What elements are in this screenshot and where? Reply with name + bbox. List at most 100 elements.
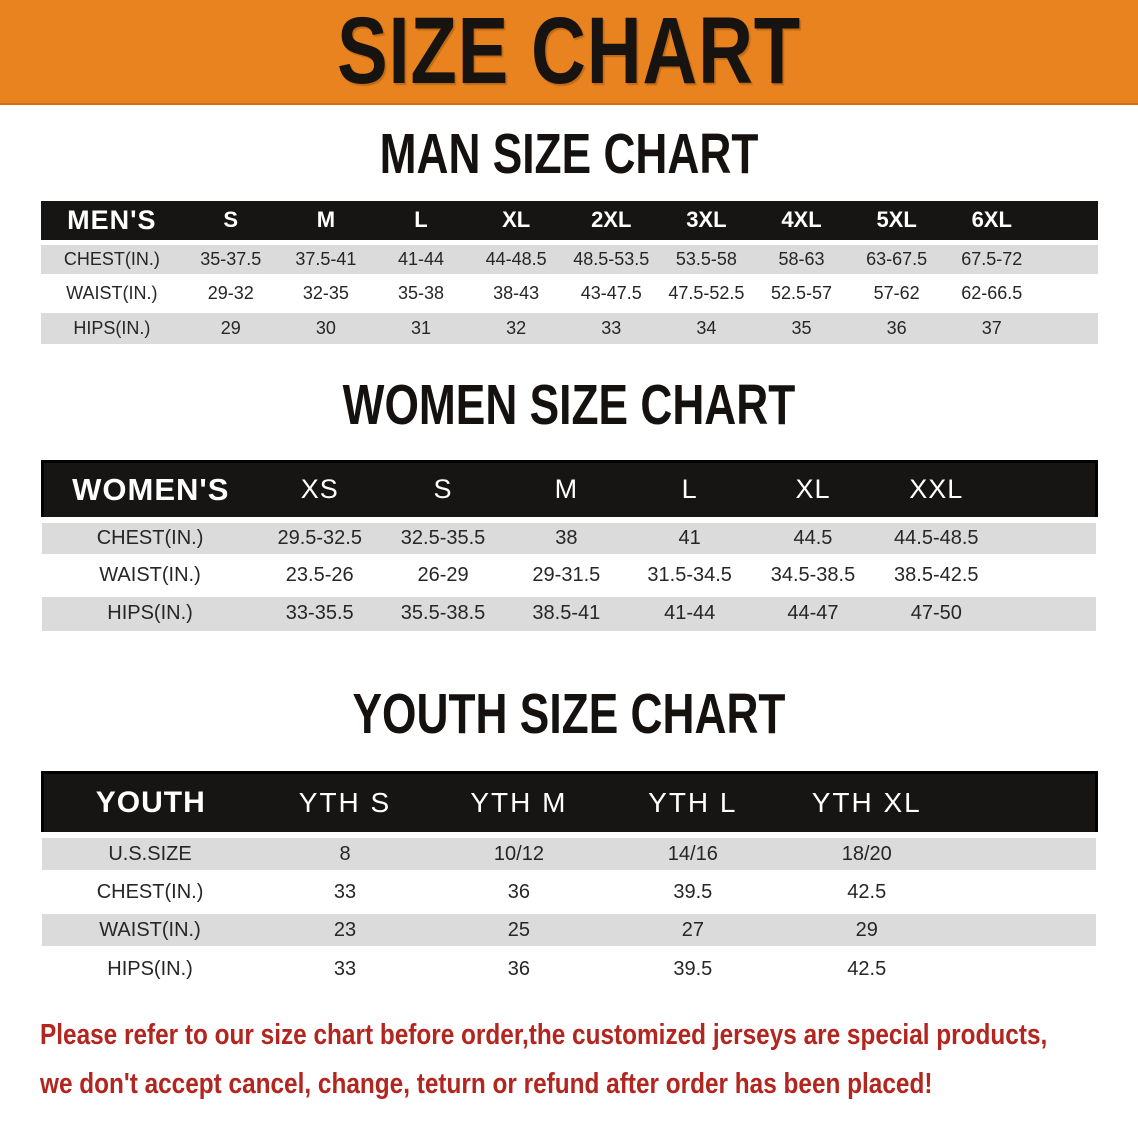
size-cell: 35-37.5 [183,239,279,276]
column-header-2xl: 2XL [591,207,632,233]
size-cell: 14/16 [605,832,780,873]
row-spacer [953,908,1096,949]
section-women: WOMEN SIZE CHART WOMEN'S XS S M L XL XXL CHEST… [0,377,1138,631]
size-cell: 62-66.5 [944,273,1040,310]
table-row-hips-in: HIPS(IN.) 33-35.5 35.5-38.5 38.5-41 41-44 44-… [42,590,1096,631]
row-label: WAIST(IN.) [40,273,184,310]
table-header-row: WOMEN'S XS S M L XL XXL [42,461,1096,520]
table-row-waist-in: WAIST(IN.) 29-32 32-35 35-38 38-43 43-47.5 47.… [40,273,1098,310]
table-header-row: YOUTH YTH S YTH M YTH L YTH XL [42,772,1096,835]
column-header-6xl: 6XL [971,207,1012,233]
size-cell: 23 [258,908,432,949]
disclaimer-line-2-text: we don't accept cancel, change, teturn o… [40,1068,933,1100]
size-cell: 33 [258,946,432,987]
section-heading-text: YOUTH SIZE CHART [352,682,786,745]
column-header-l: L [681,474,698,505]
column-header-l: L [414,207,428,233]
size-cell: 63-67.5 [849,239,945,276]
size-cell: 33 [563,307,659,344]
size-cell: 34.5-38.5 [751,553,875,594]
column-header-xs: XS [300,474,339,505]
size-cell: 18/20 [779,832,954,873]
size-cell: 44.5-48.5 [874,516,998,557]
section-heading: YOUTH SIZE CHART [0,682,1138,745]
size-chart-sections: MAN SIZE CHART MEN'S S M L XL 2XL 3XL 4XL 5XL 6XL… [0,122,1138,987]
size-cell: 32-35 [278,273,374,310]
header-spacer [954,772,1096,835]
disclaimer-line-1-text: Please refer to our size chart before or… [40,1019,1048,1051]
header-spacer [998,462,1096,520]
row-label: CHEST(IN.) [42,870,259,911]
row-spacer [1039,307,1098,344]
row-label: HIPS(IN.) [40,307,184,344]
size-cell: 27 [605,908,780,949]
column-header-yth-l: YTH L [648,786,738,818]
table-row-waist-in: WAIST(IN.) 23.5-26 26-29 29-31.5 31.5-34.5 34… [42,553,1096,594]
section-heading: WOMEN SIZE CHART [0,377,1138,434]
size-cell: 26-29 [381,553,505,594]
size-cell: 41 [628,516,752,557]
row-spacer [953,832,1096,873]
row-label: HIPS(IN.) [42,946,259,987]
row-spacer [997,553,1096,594]
row-label: HIPS(IN.) [42,590,259,631]
section-youth: YOUTH SIZE CHART YOUTH YTH S YTH M YTH L YTH… [0,682,1138,987]
column-header-xl: XL [795,474,831,505]
row-label: WAIST(IN.) [42,553,259,594]
column-header-m: M [316,207,336,233]
size-cell: 33 [258,870,432,911]
size-cell: 38 [504,516,628,557]
size-cell: 37.5-41 [278,239,374,276]
column-header-xxl: XXL [909,474,964,505]
size-cell: 53.5-58 [658,239,754,276]
size-cell: 35 [753,307,850,344]
column-header-m: M [554,474,579,505]
size-cell: 48.5-53.5 [563,239,659,276]
section-men: MAN SIZE CHART MEN'S S M L XL 2XL 3XL 4XL 5XL 6XL… [0,122,1138,344]
size-cell: 34 [658,307,754,344]
column-header-3xl: 3XL [686,207,727,233]
table-row-chest-in: CHEST(IN.) 33 36 39.5 42.5 [42,870,1096,911]
section-heading: MAN SIZE CHART [0,122,1138,186]
table-corner-label: MEN'S [67,204,157,235]
size-cell: 39.5 [605,946,780,987]
banner: SIZE CHART [0,0,1138,105]
size-cell: 57-62 [849,273,945,310]
size-cell: 39.5 [605,870,780,911]
size-cell: 44-48.5 [468,239,564,276]
size-cell: 23.5-26 [258,553,382,594]
page-title: SIZE CHART [279,4,859,99]
size-cell: 38.5-41 [504,590,628,631]
size-cell: 29-32 [183,273,279,310]
row-spacer [953,870,1096,911]
row-spacer [953,946,1096,987]
table-row-hips-in: HIPS(IN.) 33 36 39.5 42.5 [42,946,1096,987]
row-spacer [1039,239,1098,276]
header-spacer [1039,201,1097,242]
row-label: WAIST(IN.) [42,908,259,949]
row-label: CHEST(IN.) [42,516,259,557]
size-cell: 29 [183,307,279,344]
size-cell: 38-43 [468,273,564,310]
table-header-row: MEN'S S M L XL 2XL 3XL 4XL 5XL 6XL [40,201,1098,242]
size-table: MEN'S S M L XL 2XL 3XL 4XL 5XL 6XL CHEST(IN.) 35-3… [40,201,1098,344]
size-cell: 37 [944,307,1040,344]
size-cell: 29.5-32.5 [258,516,382,557]
page-title-text: SIZE CHART [337,0,801,104]
row-label: CHEST(IN.) [40,239,184,276]
size-cell: 58-63 [753,239,850,276]
size-cell: 30 [278,307,374,344]
table-row-waist-in: WAIST(IN.) 23 25 27 29 [42,908,1096,949]
size-cell: 44.5 [751,516,875,557]
table-row-chest-in: CHEST(IN.) 29.5-32.5 32.5-35.5 38 41 44.5 44.5… [42,516,1096,557]
table-corner-label: YOUTH [95,785,206,819]
size-cell: 36 [431,870,606,911]
section-heading-text: MAN SIZE CHART [379,122,759,186]
size-cell: 67.5-72 [944,239,1040,276]
size-cell: 42.5 [779,946,954,987]
column-header-s: S [433,474,453,505]
table-row-hips-in: HIPS(IN.) 29 30 31 32 33 34 35 36 37 [40,307,1098,344]
size-cell: 38.5-42.5 [874,553,998,594]
size-cell: 41-44 [373,239,469,276]
